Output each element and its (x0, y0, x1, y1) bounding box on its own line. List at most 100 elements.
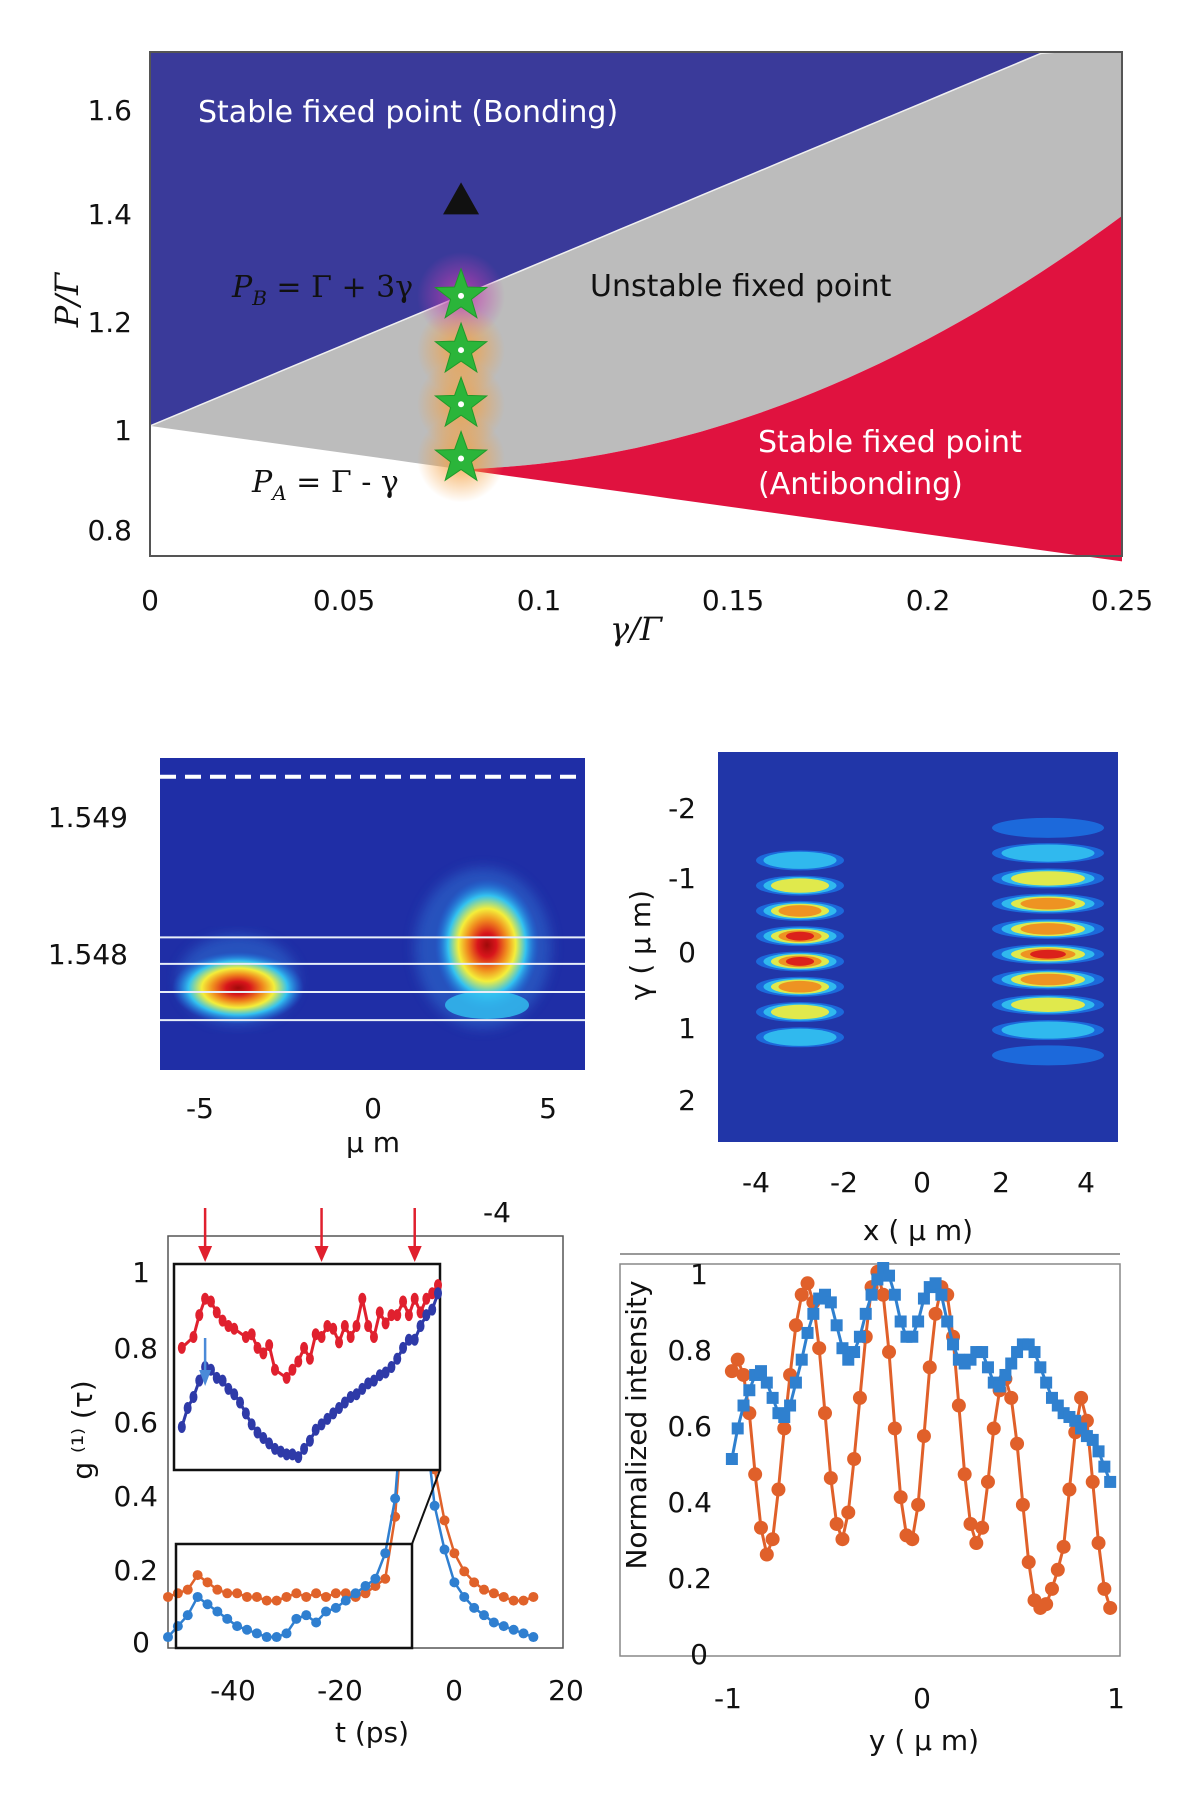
data-point (469, 1602, 480, 1613)
data-point (981, 1361, 994, 1374)
y-tick: 2 (678, 1084, 696, 1117)
inset-point (177, 1341, 186, 1354)
data-point (743, 1384, 756, 1397)
x-tick: -40 (210, 1674, 256, 1707)
data-point (1056, 1539, 1071, 1554)
fringe-band (785, 957, 815, 966)
data-point (852, 1390, 867, 1405)
intensity-plot: -1 0 1 0 0.2 0.4 0.6 0.8 1 y ( μ m) Norm… (619, 1253, 1125, 1757)
data-point (906, 1330, 919, 1343)
x-tick: -20 (317, 1674, 363, 1707)
spectral-y-ticks: 1.549 1.548 (48, 801, 128, 971)
data-point (766, 1391, 779, 1404)
x-tick: 0.1 (517, 584, 562, 617)
data-point (469, 1577, 480, 1588)
fringe-band (770, 878, 830, 893)
data-point (242, 1624, 252, 1635)
coherence-x-label: t (ps) (335, 1716, 409, 1749)
inset-point (393, 1309, 402, 1322)
data-point (1074, 1390, 1089, 1405)
inset-point (247, 1328, 256, 1341)
data-point (192, 1591, 203, 1602)
x-tick: 0 (364, 1092, 382, 1125)
data-point (859, 1307, 872, 1320)
data-point (518, 1595, 529, 1606)
phase-y-ticks: 0.8 1 1.2 1.4 1.6 (87, 94, 132, 547)
data-point (528, 1591, 539, 1602)
data-point (730, 1352, 745, 1367)
intensity-x-label: y ( μ m) (869, 1724, 979, 1757)
pb-annotation: PB = Γ + 3γ (231, 270, 413, 310)
unstable-region (150, 52, 1122, 469)
x-tick: 4 (1077, 1166, 1095, 1199)
data-point (508, 1595, 519, 1606)
x-tick: 0.15 (702, 584, 764, 617)
inset-point (340, 1320, 349, 1333)
spectral-image: -5 0 5 1.549 1.548 μ m (48, 758, 585, 1159)
data-point (1097, 1581, 1112, 1596)
data-point (894, 1315, 907, 1328)
zoom-connector (411, 1469, 441, 1545)
data-point (789, 1376, 802, 1389)
data-point (439, 1515, 450, 1526)
inset-point (404, 1333, 413, 1346)
data-point (261, 1595, 272, 1606)
phase-diagram: Stable fixed point (Bonding) Unstable fi… (48, 51, 1153, 648)
spectral-x-label: μ m (346, 1126, 400, 1159)
intensity-x-ticks: -1 0 1 (714, 1682, 1125, 1715)
data-point (163, 1591, 173, 1602)
inset-point (364, 1320, 373, 1333)
data-point (301, 1591, 312, 1602)
inset-point (410, 1333, 419, 1346)
data-point (1034, 1361, 1047, 1374)
data-point (1103, 1600, 1118, 1615)
real-space-image: -4 -2 0 2 4 -2 -1 0 1 2 x ( μ m) γ ( μ m… (624, 752, 1118, 1247)
inset-point (358, 1292, 367, 1305)
data-point (518, 1628, 529, 1639)
inset-point (206, 1295, 215, 1308)
data-point (812, 1341, 827, 1356)
data-point (202, 1599, 213, 1610)
inset-point (340, 1396, 349, 1409)
inset-point (358, 1382, 367, 1395)
inset-point (212, 1306, 221, 1319)
y-tick: 1.6 (87, 94, 132, 127)
pa-annotation: PA = Γ - γ (251, 465, 399, 505)
data-point (737, 1399, 750, 1412)
data-point (765, 1532, 780, 1547)
data-point (876, 1287, 891, 1302)
data-point (917, 1292, 930, 1305)
data-point (182, 1610, 193, 1621)
inset-point (375, 1306, 384, 1319)
data-point (271, 1595, 282, 1606)
real-space-x-ticks: -4 -2 0 2 4 (742, 1166, 1095, 1199)
data-point (853, 1330, 866, 1343)
x-tick: 0 (913, 1682, 931, 1715)
data-point (498, 1591, 509, 1602)
data-point (212, 1606, 223, 1617)
x-tick: 1 (1107, 1682, 1125, 1715)
y-tick: 0.8 (87, 514, 132, 547)
inset-point (253, 1341, 262, 1354)
data-point (479, 1584, 489, 1595)
data-point (888, 1288, 901, 1301)
data-point (281, 1628, 292, 1639)
data-point (321, 1591, 331, 1602)
y-tick: 0 (678, 936, 696, 969)
data-point (841, 1505, 856, 1520)
inset-point (404, 1309, 413, 1322)
y-tick: 1.4 (87, 198, 132, 231)
inset-point (369, 1330, 378, 1343)
data-point (916, 1429, 931, 1444)
x-tick: 0 (141, 584, 159, 617)
x-tick: -1 (714, 1682, 742, 1715)
data-point (788, 1318, 803, 1333)
data-point (993, 1380, 1006, 1393)
data-point (922, 1360, 937, 1375)
fringe-band (778, 905, 822, 917)
data-point (1104, 1475, 1117, 1488)
inset-point (247, 1418, 256, 1431)
data-point (508, 1624, 519, 1635)
y-tick: -1 (668, 862, 696, 895)
data-point (748, 1467, 763, 1482)
